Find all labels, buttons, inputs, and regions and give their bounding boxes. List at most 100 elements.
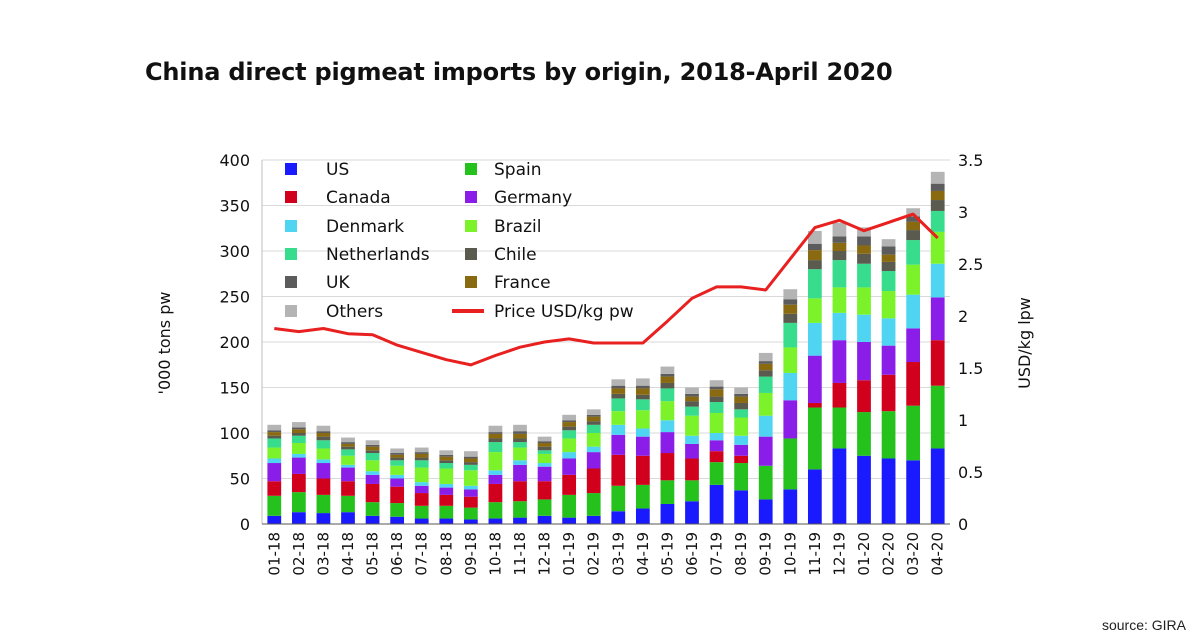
bar-segment-france <box>857 245 871 254</box>
x-tick-label: 01-19 <box>560 532 578 576</box>
y2-tick-label: 0 <box>958 515 968 534</box>
x-tick-label: 01-18 <box>265 532 283 576</box>
bar-segment-netherlands <box>881 271 896 292</box>
bar-segment-canada <box>488 483 503 503</box>
bar-segment-spain <box>685 480 699 502</box>
bar-segment-canada <box>832 382 847 408</box>
bar-segment-others <box>930 171 945 184</box>
x-tick-label: 05-18 <box>364 532 382 576</box>
bar-segment-germany <box>881 345 896 375</box>
bar-segment-brazil <box>906 264 921 295</box>
x-tick-label: 06-18 <box>388 532 406 576</box>
bar-segment-spain <box>857 412 871 456</box>
bar-segment-uk <box>513 431 527 434</box>
bar-segment-spain <box>832 407 847 449</box>
bar-segment-us <box>390 516 405 524</box>
bar-segment-spain <box>439 505 454 519</box>
bar-segment-chile <box>611 393 626 399</box>
bar-segment-chile <box>439 460 454 464</box>
bar-segment-denmark <box>341 464 355 468</box>
bar-segment-spain <box>291 492 306 513</box>
bar-segment-canada <box>562 474 577 495</box>
bar-segment-chile <box>316 436 331 441</box>
bar-segment-us <box>734 490 749 524</box>
bar-segment-us <box>857 455 871 524</box>
bar-segment-chile <box>807 260 822 270</box>
bar-segment-canada <box>341 481 355 496</box>
bar-segment-canada <box>734 455 749 464</box>
bar-segment-france <box>562 422 577 427</box>
bar-segment-spain <box>881 411 896 459</box>
x-tick-label: 02-20 <box>880 532 898 576</box>
bar-segment-spain <box>316 494 331 514</box>
x-axis: 01-18 02-18 03-18 04-18 05-18 06-18 07-18 08-18… <box>265 532 946 576</box>
bar-segment-us <box>365 515 380 524</box>
bar-segment-uk <box>341 442 355 444</box>
bar-segment-brazil <box>341 455 355 465</box>
bar-segment-us <box>635 508 650 524</box>
legend-swatch-france <box>465 276 477 288</box>
y2-tick-label: 2.5 <box>958 255 983 274</box>
bar-segment-others <box>586 409 601 415</box>
bar-segment-others <box>906 208 921 217</box>
bar-segment-denmark <box>562 452 577 459</box>
legend-label-uk: UK <box>326 273 350 293</box>
bar-segment-canada <box>930 340 945 386</box>
legend-label-spain: Spain <box>494 160 542 180</box>
bar-segment-us <box>660 503 675 524</box>
bar-segment-spain <box>341 495 355 513</box>
bar-segment-brazil <box>562 438 577 453</box>
bar-segment-spain <box>537 499 552 516</box>
bar-segment-uk <box>586 414 601 417</box>
legend-label-canada: Canada <box>326 188 391 208</box>
bar-segment-netherlands <box>586 424 601 433</box>
bar-segment-germany <box>537 466 552 482</box>
bar-segment-france <box>758 363 773 371</box>
bar-segment-us <box>930 448 945 524</box>
bar-segment-brazil <box>439 468 454 484</box>
bar-segment-canada <box>635 455 650 485</box>
bar-segment-france <box>513 433 527 439</box>
bar-segment-germany <box>857 342 871 381</box>
bar-segment-uk <box>611 385 626 389</box>
x-tick-label: 02-19 <box>585 532 603 576</box>
bar-segment-netherlands <box>414 460 429 468</box>
bar-segment-chile <box>586 421 601 425</box>
bar-segment-denmark <box>807 322 822 356</box>
bar-segment-france <box>390 454 405 458</box>
bar-segment-netherlands <box>611 398 626 412</box>
bar-segment-denmark <box>881 318 896 346</box>
bar-segment-us <box>463 519 478 524</box>
bar-segment-denmark <box>291 453 306 458</box>
bar-segment-brazil <box>390 465 405 475</box>
bar-segment-us <box>709 484 724 524</box>
bar-segment-uk <box>316 431 331 433</box>
bar-segment-uk <box>488 432 503 434</box>
bar-segment-others <box>635 378 650 386</box>
bar-segment-others <box>537 436 552 442</box>
bar-segment-canada <box>685 458 699 481</box>
bar-segment-chile <box>562 426 577 431</box>
legend-swatch-others <box>285 305 297 317</box>
legend-swatch-chile <box>465 248 477 260</box>
bar-segment-brazil <box>660 401 675 421</box>
bar-segment-us <box>611 511 626 524</box>
bar-segment-netherlands <box>341 449 355 456</box>
legend-swatch-denmark <box>285 220 297 232</box>
y2-tick-label: 3.5 <box>958 151 983 170</box>
bar-segment-canada <box>881 374 896 412</box>
bar-segment-france <box>709 389 724 397</box>
bar-segment-chile <box>414 457 429 461</box>
bar-segment-brazil <box>635 410 650 429</box>
bar-segment-germany <box>685 443 699 459</box>
bar-segment-germany <box>635 436 650 456</box>
bar-segment-france <box>906 221 921 231</box>
bar-segment-denmark <box>365 471 380 475</box>
bar-segment-chile <box>365 450 380 454</box>
legend-swatch-us <box>285 163 297 175</box>
bar-segment-france <box>463 458 478 463</box>
bar-segment-brazil <box>291 443 306 454</box>
bar-segment-germany <box>930 297 945 341</box>
bar-segment-uk <box>685 393 699 397</box>
bar-segment-denmark <box>513 460 527 465</box>
